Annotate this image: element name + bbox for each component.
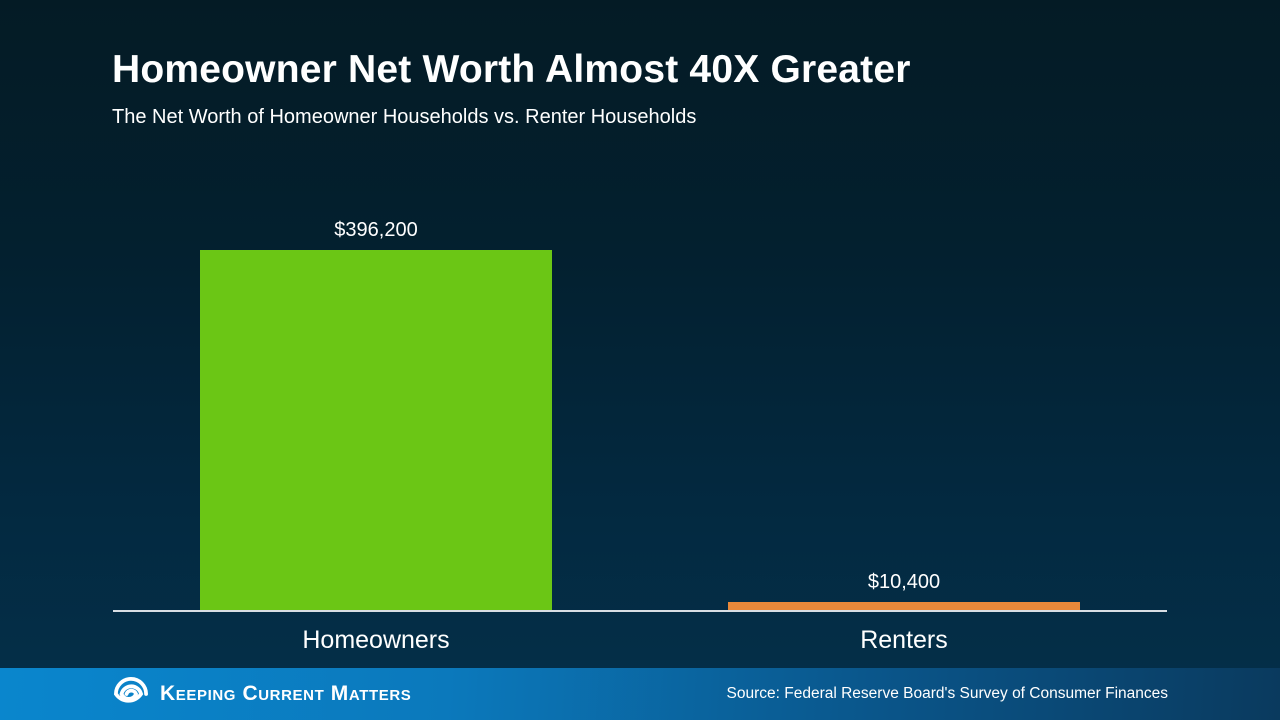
kcm-swirl-icon: [114, 677, 148, 703]
axis-label-renters: Renters: [860, 626, 948, 654]
bar-renters: [728, 602, 1080, 611]
footer-bar: Keeping Current Matters Source: Federal …: [0, 668, 1280, 720]
bar-value-label-renters: $10,400: [867, 571, 941, 593]
x-axis-line: [113, 610, 1167, 612]
bar-group-homeowners: $396,200: [200, 219, 552, 611]
bar-group-renters: $10,400: [728, 571, 1080, 611]
brand-lockup: Keeping Current Matters: [112, 668, 411, 720]
source-text: Source: Federal Reserve Board's Survey o…: [726, 685, 1168, 702]
axis-label-homeowners: Homeowners: [302, 626, 450, 654]
page-subtitle: The Net Worth of Homeowner Households vs…: [112, 106, 697, 128]
bar-homeowners: [200, 250, 552, 611]
brand-name: Keeping Current Matters: [160, 682, 412, 705]
page-title: Homeowner Net Worth Almost 40X Greater: [112, 48, 911, 91]
bar-value-label-homeowners: $396,200: [334, 219, 418, 241]
